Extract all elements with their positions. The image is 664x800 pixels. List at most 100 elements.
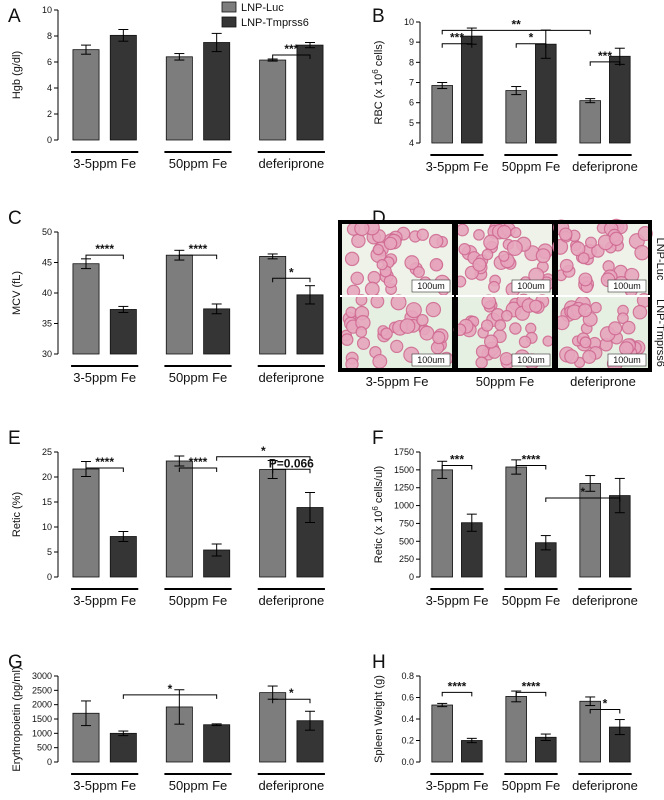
legend-label: LNP-Tmprss6 xyxy=(241,17,309,29)
y-tick-label: 10 xyxy=(404,17,414,27)
y-tick-label: 1000 xyxy=(32,728,52,738)
cell xyxy=(475,356,488,369)
error-bar xyxy=(118,730,129,737)
cell xyxy=(367,270,381,285)
cell xyxy=(578,303,593,318)
cell xyxy=(456,223,469,237)
cell xyxy=(383,236,398,251)
panel-letter: A xyxy=(8,6,21,27)
bar xyxy=(203,724,231,763)
cell xyxy=(558,227,573,242)
bar xyxy=(165,460,193,578)
bar xyxy=(431,469,453,578)
sig-label: * xyxy=(289,686,294,700)
scale-label: 100um xyxy=(517,281,545,291)
cell xyxy=(472,257,487,272)
error-bar xyxy=(267,58,278,62)
bar xyxy=(461,35,483,144)
sig-bracket xyxy=(589,61,621,66)
cell xyxy=(609,231,624,247)
x-tick-label: 3-5ppm Fe xyxy=(73,370,136,385)
error-bar xyxy=(81,44,91,55)
cell xyxy=(416,313,429,327)
error-bar xyxy=(305,710,315,731)
cell xyxy=(619,341,634,356)
sig-label: * xyxy=(580,485,585,499)
bar xyxy=(109,309,137,355)
y-tick-label: 45 xyxy=(42,258,52,268)
sig-bracket xyxy=(515,691,547,697)
y-tick-label: 3000 xyxy=(32,671,52,681)
panel-letter: G xyxy=(8,652,23,673)
cell xyxy=(590,301,602,314)
x-tick-label: deferiprone xyxy=(258,370,324,385)
cell xyxy=(364,281,380,297)
cell xyxy=(535,248,551,264)
bar xyxy=(461,740,483,763)
cell xyxy=(481,294,497,310)
sig-bracket xyxy=(216,456,311,461)
panel-letter: E xyxy=(8,428,21,449)
cell xyxy=(506,240,523,257)
cell xyxy=(340,333,354,346)
x-tick-label: 3-5ppm Fe xyxy=(366,374,429,389)
scale-box xyxy=(607,353,647,367)
sig-label: **** xyxy=(522,453,541,467)
y-axis-label: Erythropoietin (pg/ml) xyxy=(11,666,23,771)
sig-label: * xyxy=(289,265,294,279)
cell xyxy=(380,327,393,340)
cell xyxy=(425,301,442,318)
error-bar xyxy=(118,305,129,314)
sig-label: * xyxy=(168,682,173,696)
bar xyxy=(72,49,100,141)
cell xyxy=(428,233,444,249)
y-axis-label: Hgb (g/dl) xyxy=(11,51,23,99)
y-tick-label: 750 xyxy=(399,518,414,528)
y-tick-label: 7 xyxy=(409,78,414,88)
y-tick-label: 10 xyxy=(42,522,52,532)
y-tick-label: 2500 xyxy=(32,685,52,695)
scale-box xyxy=(511,353,551,367)
error-bar xyxy=(305,42,315,49)
y-axis-label: Retic (%) xyxy=(11,492,23,537)
scale-label: 100um xyxy=(417,355,445,365)
bar xyxy=(296,44,324,141)
bar xyxy=(72,468,100,578)
y-tick-label: 20 xyxy=(42,472,52,482)
cell xyxy=(429,258,444,272)
cell xyxy=(518,335,532,349)
micrograph: 100um xyxy=(454,221,555,298)
cell xyxy=(370,294,385,309)
legend-swatch xyxy=(221,16,237,28)
x-tick-label: 50ppm Fe xyxy=(502,593,561,608)
error-bar xyxy=(211,543,222,557)
bar xyxy=(505,466,527,578)
bar xyxy=(72,263,100,355)
cell xyxy=(412,266,425,279)
sig-label: *** xyxy=(284,42,298,56)
micrograph: 100um xyxy=(340,219,454,299)
sig-label: **** xyxy=(189,455,208,469)
y-tick-label: 0.8 xyxy=(401,671,414,681)
sig-label: **** xyxy=(95,455,114,469)
x-tick-label: 50ppm Fe xyxy=(169,370,228,385)
sig-label: * xyxy=(529,31,534,45)
x-tick-label: deferiprone xyxy=(258,156,324,171)
y-axis-label-part: 6 xyxy=(371,506,380,511)
cell xyxy=(416,228,429,241)
cell xyxy=(559,258,574,273)
cell xyxy=(356,336,371,350)
error-bar xyxy=(614,719,625,736)
y-tick-label: 0 xyxy=(47,572,52,582)
sig-bracket xyxy=(178,254,218,260)
error-bar xyxy=(174,53,185,61)
y-tick-label: 1000 xyxy=(394,501,414,511)
x-tick-label: deferiprone xyxy=(570,374,636,389)
x-tick-label: 3-5ppm Fe xyxy=(73,593,136,608)
y-tick-label: 1500 xyxy=(32,714,52,724)
x-tick-label: deferiprone xyxy=(572,778,638,793)
cell xyxy=(621,320,636,335)
bar xyxy=(431,704,453,763)
error-bar xyxy=(305,492,315,523)
